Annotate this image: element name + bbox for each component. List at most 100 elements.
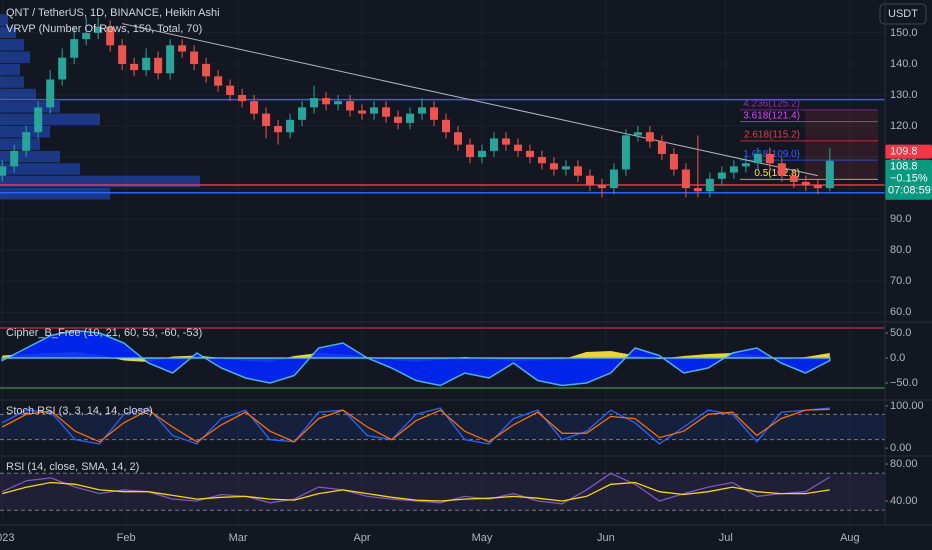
candle-body — [729, 166, 738, 173]
line-series — [1, 407, 830, 445]
y-tick-label: 0.0 — [890, 352, 905, 364]
y-tick-label: 50.0 — [890, 327, 911, 339]
candle-body — [166, 45, 175, 74]
y-tick-label: 70.0 — [890, 275, 911, 287]
pane-title: Cipher_B_Free (10, 21, 60, 53, -60, -53) — [6, 327, 202, 339]
y-tick-label: 120.0 — [890, 120, 918, 132]
volume-profile-bar — [0, 163, 80, 175]
y-tick-label: 150.0 — [890, 27, 918, 39]
x-tick-label: Aug — [840, 532, 860, 544]
area-series — [1, 329, 831, 387]
volume-profile-bar — [0, 126, 50, 138]
candle-body — [358, 110, 367, 114]
fib-label: 2.618(115.2) — [744, 130, 800, 141]
candle-body — [70, 39, 79, 58]
currency-button[interactable] — [879, 3, 927, 25]
volume-profile-bar — [0, 63, 20, 76]
x-tick-label: Jun — [597, 532, 615, 544]
volume-profile-bar — [0, 51, 30, 63]
fib-label: 0.5(102.8) — [754, 168, 800, 179]
candle-body — [705, 178, 714, 192]
candle-body — [609, 169, 618, 189]
chart-title: QNT / TetherUS, 1D, BINANCE, Heikin Ashi — [6, 7, 220, 19]
candle-body — [58, 57, 67, 80]
y-tick-label: 80.00 — [890, 458, 918, 470]
y-tick-label: 90.0 — [890, 213, 911, 225]
candle-body — [130, 63, 139, 71]
candle-body — [489, 138, 498, 151]
candle-body — [10, 150, 19, 167]
candle-body — [549, 163, 558, 170]
candle-body — [370, 107, 379, 114]
candle-body — [0, 166, 7, 176]
candle-body — [154, 57, 163, 74]
candle-body — [238, 94, 247, 102]
candle-body — [82, 32, 91, 40]
volume-profile-bar — [0, 175, 200, 188]
fib-label: 3.618(121.4) — [743, 110, 800, 121]
price-tag — [885, 159, 932, 200]
x-tick-label: Mar — [229, 532, 248, 544]
volume-profile-bar — [0, 76, 24, 88]
fib-label: 4.236(125.2) — [743, 99, 800, 110]
candle-body — [322, 98, 331, 105]
candle-body — [537, 157, 546, 164]
volume-profile-bar — [0, 26, 16, 39]
candle-body — [310, 98, 319, 108]
candle-body — [46, 79, 55, 108]
candle-body — [106, 26, 115, 46]
candle-body — [501, 138, 510, 145]
y-tick-label: 130.0 — [890, 89, 918, 101]
x-tick-label: Feb — [117, 532, 136, 544]
candle-body — [693, 188, 702, 192]
x-tick-label: Jul — [719, 532, 733, 544]
indicator-title: VRVP (Number Of Rows, 150, Total, 70) — [6, 23, 202, 35]
candle-body — [142, 57, 151, 71]
volume-profile-bar — [0, 14, 8, 26]
candle-body — [765, 153, 774, 164]
volume-profile-bar — [0, 188, 110, 200]
band — [0, 414, 885, 440]
candle-body — [573, 166, 582, 176]
y-tick-label: 40.00 — [890, 495, 918, 507]
candle-body — [621, 135, 630, 170]
candle-body — [789, 175, 798, 182]
line-series — [1, 408, 830, 443]
candle-body — [34, 107, 43, 133]
x-tick-label: May — [472, 532, 493, 544]
trend-line — [122, 23, 818, 177]
y-tick-label: 100.00 — [890, 400, 924, 412]
candle-body — [406, 113, 415, 123]
candle-body — [525, 150, 534, 158]
candle-body — [657, 141, 666, 154]
countdown: 07:08:59 — [888, 185, 931, 197]
candle-body — [777, 163, 786, 176]
candle-body — [418, 107, 427, 114]
currency-label[interactable]: USDT — [888, 8, 918, 20]
price-tag-label: 109.8 — [890, 146, 918, 158]
volume-profile-bar — [0, 138, 40, 150]
candle-body — [214, 76, 223, 86]
candle-body — [717, 172, 726, 179]
price-change: −0.15% — [890, 173, 928, 185]
candle-body — [178, 45, 187, 52]
candle-body — [585, 175, 594, 185]
candle-body — [202, 63, 211, 77]
x-tick-label: Apr — [353, 532, 370, 544]
candle-body — [262, 113, 271, 127]
candle-body — [394, 116, 403, 123]
area-series — [2, 351, 830, 362]
volume-profile-bar — [0, 88, 36, 101]
candle-body — [561, 166, 570, 170]
fib-zone — [805, 109, 878, 180]
y-tick-label: 80.0 — [890, 244, 911, 256]
candle-body — [633, 132, 642, 136]
volume-profile-bar — [0, 150, 60, 163]
candle-body — [753, 153, 762, 164]
candle-body — [334, 101, 343, 105]
candle-body — [22, 132, 31, 151]
candle-body — [681, 169, 690, 189]
candle-body — [190, 51, 199, 64]
price-tag — [885, 144, 932, 159]
candle-body — [477, 150, 486, 158]
